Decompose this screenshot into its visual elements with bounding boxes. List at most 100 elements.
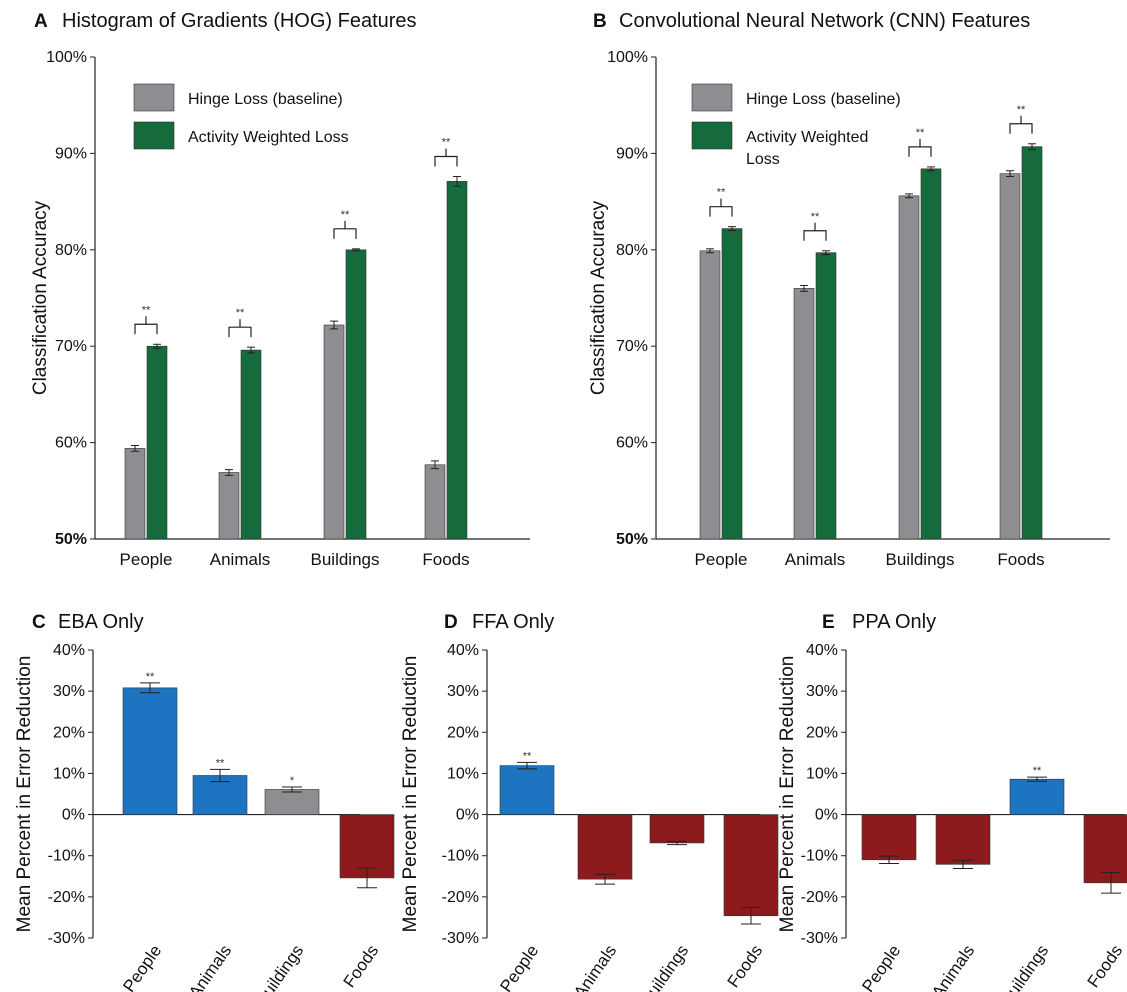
significance-marker: **: [523, 750, 532, 762]
category-label: Foods: [724, 941, 767, 991]
y-tick-label: 90%: [55, 145, 87, 162]
category-label: Buildings: [637, 941, 692, 992]
y-tick-label: -10%: [801, 848, 838, 865]
legend-label-activity: Activity Weighted Loss: [188, 129, 349, 146]
category-label: Foods: [1084, 941, 1127, 991]
y-tick-label: -30%: [48, 930, 85, 947]
bar: [122, 687, 178, 815]
significance-marker: **: [142, 304, 151, 316]
bar: [240, 349, 262, 540]
legend-swatch-hinge: [133, 83, 175, 112]
bar: [1083, 814, 1127, 884]
bar: [146, 345, 168, 540]
y-tick-label: 10%: [447, 765, 479, 782]
category-label: People: [119, 941, 165, 992]
y-tick-label: 70%: [55, 338, 87, 355]
significance-bracket: [228, 319, 252, 338]
significance-bracket: [333, 220, 357, 239]
bar: [861, 814, 917, 861]
significance-bracket: [1009, 115, 1033, 134]
y-axis-label: Mean Percent in Error Reduction: [777, 656, 798, 933]
bar: [999, 173, 1021, 540]
legend-swatch-activity: [133, 121, 175, 150]
category-label: Foods: [422, 550, 469, 569]
bar: [218, 472, 240, 540]
y-tick-label: 70%: [616, 338, 648, 355]
y-tick-label: 30%: [53, 683, 85, 700]
y-tick-label: 100%: [46, 49, 87, 66]
y-axis-label: Classification Accuracy: [588, 200, 609, 395]
significance-marker: **: [146, 671, 155, 683]
significance-marker: **: [717, 187, 726, 199]
bar: [499, 765, 555, 815]
y-tick-label: 50%: [55, 531, 87, 548]
y-tick-label: 50%: [616, 531, 648, 548]
category-label: People: [858, 941, 904, 992]
significance-bracket: [434, 148, 458, 167]
category-label: Animals: [570, 941, 620, 992]
y-tick-label: 30%: [806, 683, 838, 700]
significance-bracket: [134, 316, 158, 335]
y-tick-label: -20%: [442, 889, 479, 906]
bar: [323, 324, 345, 540]
y-tick-label: 80%: [616, 242, 648, 259]
legend-label-activity-cont: Loss: [746, 151, 780, 168]
y-tick-label: 0%: [815, 807, 838, 824]
bar: [649, 814, 705, 844]
y-tick-label: -30%: [801, 930, 838, 947]
category-label: Foods: [340, 941, 383, 991]
bar: [699, 250, 721, 540]
bar: [577, 814, 633, 880]
significance-bracket: [908, 138, 932, 157]
significance-marker: **: [341, 209, 350, 221]
bar: [339, 814, 395, 879]
significance-bracket: [803, 222, 827, 241]
category-label: Buildings: [886, 550, 955, 569]
bar: [1021, 146, 1043, 540]
significance-marker: **: [236, 307, 245, 319]
panel-d: D FFA Only -30% -20% -10% 0% 10% 20% 30% 40% Mea…: [400, 611, 779, 992]
panel-e: E PPA Only -30% -20% -10% 0% 10% 20% 30% 40% Mea…: [777, 611, 1127, 992]
y-tick-label: 20%: [447, 724, 479, 741]
bar: [815, 252, 837, 540]
panel-c: C EBA Only -30% -20% -10% 0% 10% 20% 30% 40% Mea…: [14, 611, 395, 992]
category-label: People: [496, 941, 542, 992]
bar: [793, 288, 815, 540]
category-label: People: [695, 550, 748, 569]
panel-b: B Convolutional Neural Network (CNN) Fea…: [588, 10, 1110, 569]
legend-label-hinge: Hinge Loss (baseline): [746, 91, 901, 108]
y-tick-label: 80%: [55, 242, 87, 259]
y-tick-label: -20%: [801, 889, 838, 906]
panel-e-label: E: [822, 612, 835, 633]
y-axis-label: Classification Accuracy: [30, 200, 51, 395]
bar: [898, 195, 920, 540]
category-label: People: [120, 550, 173, 569]
significance-marker: **: [442, 137, 451, 149]
category-label: Animals: [928, 941, 978, 992]
y-tick-label: -20%: [48, 889, 85, 906]
panel-c-title: EBA Only: [58, 611, 144, 633]
legend-swatch-activity: [691, 121, 733, 150]
bar: [935, 814, 991, 865]
y-tick-label: 40%: [447, 642, 479, 659]
panel-d-title: FFA Only: [472, 611, 554, 633]
significance-marker: *: [290, 775, 295, 787]
y-tick-label: 90%: [616, 145, 648, 162]
legend-label-activity: Activity Weighted: [746, 129, 868, 146]
category-label: Animals: [785, 550, 845, 569]
panel-c-label: C: [32, 612, 46, 633]
significance-marker: **: [216, 757, 225, 769]
panel-b-title: Convolutional Neural Network (CNN) Featu…: [619, 10, 1030, 32]
significance-marker: **: [916, 127, 925, 139]
category-label: Buildings: [311, 550, 380, 569]
significance-marker: **: [1033, 765, 1042, 777]
category-label: Buildings: [252, 941, 307, 992]
y-tick-label: 40%: [806, 642, 838, 659]
category-label: Foods: [997, 550, 1044, 569]
category-label: Animals: [185, 941, 235, 992]
y-tick-label: 0%: [62, 807, 85, 824]
panel-b-label: B: [593, 11, 607, 32]
significance-marker: **: [811, 211, 820, 223]
y-tick-label: -10%: [48, 848, 85, 865]
